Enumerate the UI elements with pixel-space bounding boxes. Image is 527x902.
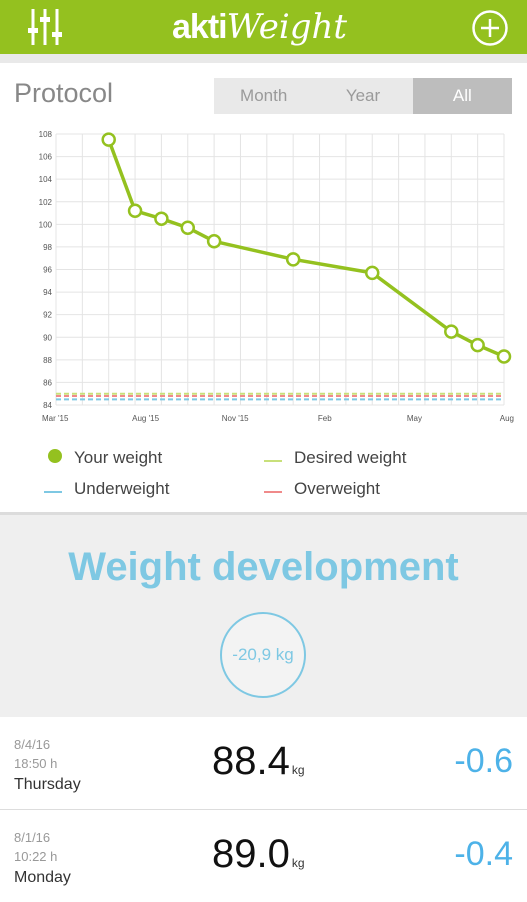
data-point <box>285 252 301 267</box>
entry-day: Thursday <box>14 776 81 793</box>
entry-delta: -0.6 <box>454 742 513 780</box>
plus-circle-icon[interactable] <box>470 8 510 48</box>
data-point <box>364 265 380 281</box>
entry-weight: 88.4 kg <box>212 737 305 794</box>
entry-day: Monday <box>14 869 71 886</box>
x-tick-label: Aug <box>500 414 514 423</box>
legend-label: Your weight <box>74 448 163 467</box>
weight-entry-row[interactable]: 8/1/16 10:22 h Monday 89.0 kg -0.4 <box>0 810 527 902</box>
legend-underweight: Underweight <box>44 479 169 499</box>
app-logo: aktiWeight <box>172 0 362 54</box>
series-line-your-weight <box>107 139 505 359</box>
data-point <box>206 234 222 249</box>
sliders-icon[interactable] <box>24 6 68 48</box>
entry-date: 8/4/16 <box>14 737 51 752</box>
logo-part-1: akti <box>172 8 228 46</box>
y-tick-label: 90 <box>43 333 52 342</box>
x-tick-label: May <box>407 414 422 423</box>
data-point <box>154 211 169 226</box>
weight-entry-row[interactable]: 8/4/16 18:50 h Thursday 88.4 kg -0.6 <box>0 717 527 809</box>
tab-year[interactable]: Year <box>345 86 381 105</box>
legend-desired-weight: Desired weight <box>264 448 406 468</box>
entry-delta: -0.4 <box>454 835 513 873</box>
legend-line-icon <box>44 479 62 499</box>
legend-label: Desired weight <box>294 448 407 467</box>
range-selector: Month Year All <box>214 78 512 114</box>
y-tick-label: 94 <box>43 288 52 297</box>
y-tick-label: 108 <box>39 130 53 139</box>
x-tick-label: Aug '15 <box>132 414 159 423</box>
y-tick-label: 104 <box>39 175 53 184</box>
data-point <box>470 337 485 353</box>
total-change-value: -20,9 kg <box>232 645 294 664</box>
legend-your-weight: Your weight <box>48 448 162 468</box>
y-tick-label: 100 <box>39 220 53 229</box>
y-tick-label: 96 <box>43 266 52 275</box>
protocol-title: Protocol <box>14 78 114 108</box>
header-shadow <box>0 54 527 63</box>
entry-weight-value: 88.4 <box>212 739 290 783</box>
weight-development-section: Weight development -20,9 kg <box>0 515 527 717</box>
y-tick-label: 84 <box>43 401 52 410</box>
x-tick-label: Feb <box>318 414 332 423</box>
total-change-badge: -20,9 kg <box>220 612 306 698</box>
entry-date: 8/1/16 <box>14 830 51 845</box>
logo-part-2: Weight <box>226 7 348 47</box>
y-tick-label: 98 <box>43 243 52 252</box>
entry-weight: 89.0 kg <box>212 830 305 887</box>
app-header: aktiWeight <box>0 0 527 54</box>
y-tick-label: 86 <box>43 378 52 387</box>
row-separator <box>0 809 527 810</box>
weight-chart: 84 86 88 90 92 94 96 98 100 102 104 106 108 Mar '15 Au… <box>39 130 514 423</box>
y-tick-label: 102 <box>39 198 53 207</box>
entry-weight-unit: kg <box>291 763 305 777</box>
tab-month[interactable]: Month <box>240 86 288 105</box>
data-point <box>496 349 512 364</box>
legend-dot-icon <box>48 448 62 468</box>
y-tick-label: 106 <box>39 153 53 162</box>
legend-overweight: Overweight <box>264 479 380 499</box>
legend-label: Underweight <box>74 479 170 498</box>
data-point <box>444 324 459 339</box>
y-tick-label: 92 <box>43 311 52 320</box>
entry-weight-unit: kg <box>291 856 305 870</box>
section-divider <box>0 512 527 515</box>
entry-time: 18:50 h <box>14 756 58 771</box>
legend-label: Overweight <box>294 479 380 498</box>
y-tick-label: 88 <box>43 356 52 365</box>
x-tick-label: Nov '15 <box>222 414 249 423</box>
legend-line-icon <box>264 448 282 468</box>
legend-line-icon <box>264 479 282 499</box>
entry-time: 10:22 h <box>14 849 58 864</box>
data-point <box>101 132 116 147</box>
weight-development-title: Weight development <box>68 545 459 589</box>
entry-weight-value: 89.0 <box>212 832 290 876</box>
tab-all[interactable]: All <box>412 78 512 114</box>
data-point <box>180 220 196 235</box>
x-tick-label: Mar '15 <box>42 414 69 423</box>
data-point <box>127 203 143 219</box>
